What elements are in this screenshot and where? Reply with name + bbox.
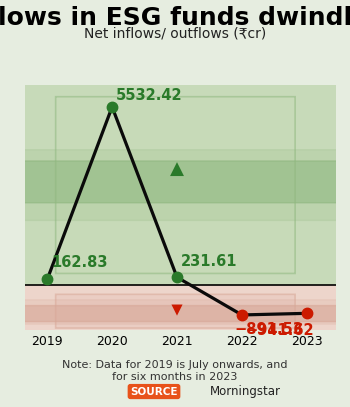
FancyBboxPatch shape [56, 294, 295, 328]
Text: for six months in 2023: for six months in 2023 [112, 372, 238, 383]
Text: Note: Data for 2019 is July onwards, and: Note: Data for 2019 is July onwards, and [62, 360, 288, 370]
Circle shape [0, 300, 350, 324]
Circle shape [0, 306, 350, 322]
Circle shape [0, 161, 350, 203]
Text: −941.62: −941.62 [246, 323, 314, 338]
Circle shape [0, 161, 350, 203]
Circle shape [0, 306, 350, 322]
Text: SOURCE: SOURCE [130, 387, 178, 396]
FancyBboxPatch shape [56, 97, 295, 274]
Text: Morningstar: Morningstar [210, 385, 281, 398]
Text: Flows in ESG funds dwindle: Flows in ESG funds dwindle [0, 6, 350, 30]
Circle shape [0, 150, 350, 221]
Bar [25, 85, 336, 284]
Text: 5532.42: 5532.42 [116, 88, 183, 103]
Text: Net inflows/ outflows (₹cr): Net inflows/ outflows (₹cr) [84, 26, 266, 40]
Text: 231.61: 231.61 [181, 254, 237, 269]
Text: 162.83: 162.83 [51, 256, 107, 271]
Bar [25, 284, 336, 330]
Text: −891.53: −891.53 [234, 322, 303, 337]
